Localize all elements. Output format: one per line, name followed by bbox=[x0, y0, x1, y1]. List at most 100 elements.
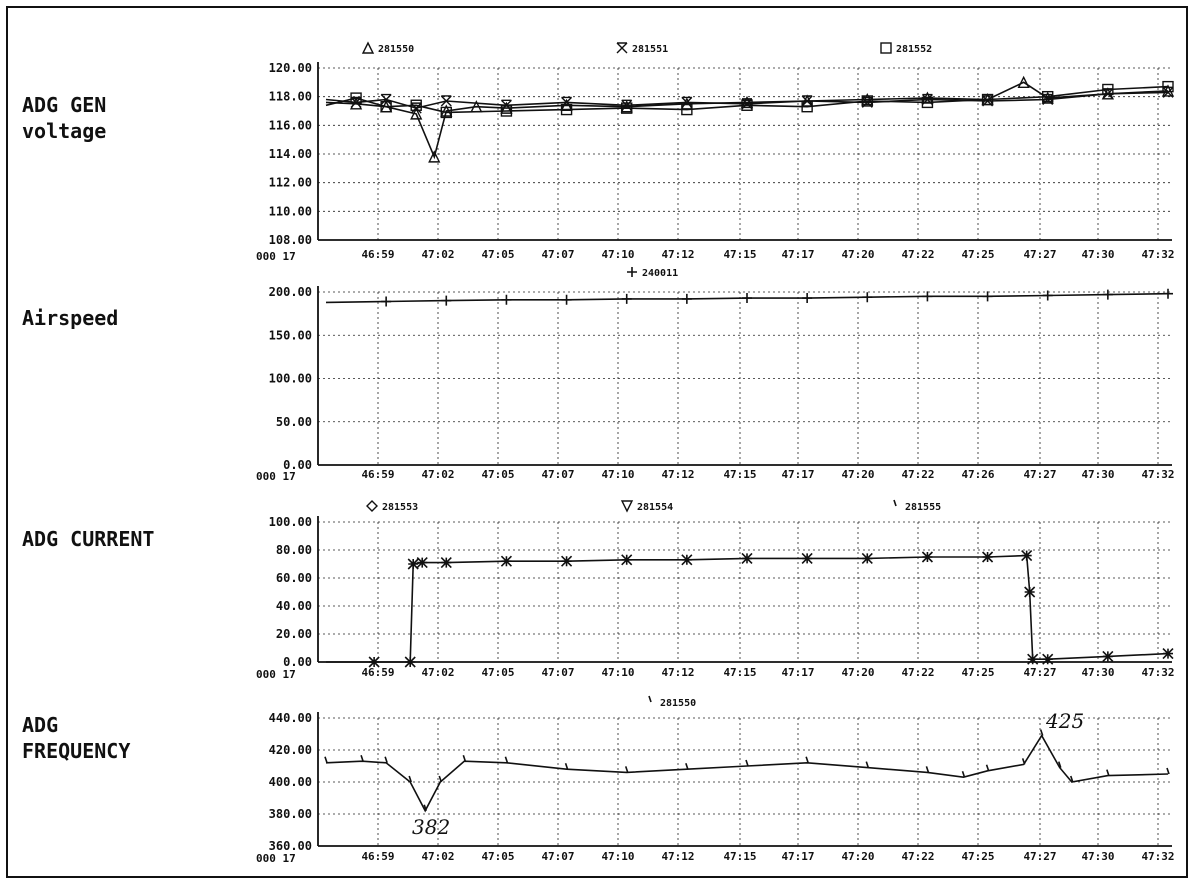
chart-1-series-3-point bbox=[621, 102, 633, 114]
chart-1-xtick-label: 47:10 bbox=[601, 248, 634, 261]
chart-3-series-1-point bbox=[368, 656, 380, 668]
chart-1-legend-1-label: 281550 bbox=[378, 44, 414, 55]
chart-1-ytick-label: 120.00 bbox=[269, 61, 312, 75]
chart-4-series-1-point bbox=[961, 770, 966, 778]
chart-4-ytick-label: 400.00 bbox=[269, 775, 312, 789]
chart-4-group: 360.00 380.00 400.00 420.00 440.00 46:59 47:02… bbox=[256, 695, 1175, 865]
chart-3-ytick-label: 0.00 bbox=[283, 655, 312, 669]
chart-1-series-2-point bbox=[440, 95, 452, 107]
chart-3-legend-3-label: 281555 bbox=[905, 502, 941, 513]
chart-1-series-1-point bbox=[428, 150, 441, 163]
chart-1-series-3-point bbox=[681, 103, 693, 116]
chart-4-series-1-point bbox=[865, 761, 870, 768]
chart-4-series-1-point bbox=[408, 775, 412, 783]
chart-4-xtick-label: 47:05 bbox=[481, 850, 514, 863]
chart-3-legend-3-marker bbox=[893, 499, 897, 507]
chart-2-title: Airspeed bbox=[22, 306, 119, 330]
chart-3-ytick-label: 100.00 bbox=[269, 515, 312, 529]
chart-2-xtick-label: 47:22 bbox=[901, 468, 934, 481]
chart-1-series-1-point bbox=[620, 100, 633, 113]
chart-4-ytick-label: 440.00 bbox=[269, 711, 312, 725]
chart-1-legend-1-marker bbox=[361, 41, 375, 54]
chart-1-legend-2-marker bbox=[616, 42, 628, 54]
chart-1-series-3-point bbox=[1042, 90, 1054, 103]
chart-1-xtick-label: 47:17 bbox=[781, 248, 814, 261]
chart-1-series-3-point bbox=[380, 100, 392, 113]
chart-4-xtick-label: 47:20 bbox=[841, 850, 874, 863]
chart-1-xtick-label: 47:22 bbox=[901, 248, 934, 261]
chart-3-xtick-label: 47:25 bbox=[961, 666, 994, 679]
chart-1-series-3-point bbox=[500, 105, 513, 117]
chart-3-series-1-point bbox=[407, 558, 419, 570]
chart-1-origin-label: 000 17 bbox=[256, 250, 296, 263]
chart-2-series-1-point bbox=[862, 292, 873, 303]
chart-1-xtick-label: 47:25 bbox=[961, 248, 994, 261]
chart-1-xtick-label: 47:32 bbox=[1141, 248, 1174, 261]
chart-1-xtick-label: 47:20 bbox=[841, 248, 874, 261]
chart-2-series-1-point bbox=[802, 293, 813, 304]
chart-4-series-1-point bbox=[985, 764, 990, 772]
chart-4-xtick-label: 47:07 bbox=[541, 850, 574, 863]
chart-4-series-1-point bbox=[423, 804, 427, 812]
chart-3-xtick-label: 47:05 bbox=[481, 666, 514, 679]
chart-2-xtick-label: 47:07 bbox=[541, 468, 574, 481]
chart-2-ytick-label: 150.00 bbox=[269, 328, 312, 342]
chart-4-origin-label: 000 17 bbox=[256, 852, 296, 865]
chart-4-series-1-point bbox=[1021, 758, 1026, 765]
chart-4-series-1-point bbox=[1039, 729, 1044, 736]
chart-1-legend-3-label: 281552 bbox=[896, 44, 932, 55]
chart-4-ytick-label: 360.00 bbox=[269, 839, 312, 853]
chart-1-group: 108.00 110.00 112.00 114.00 116.00 118.00 120.… bbox=[256, 41, 1175, 263]
chart-1-series-2-point bbox=[380, 93, 392, 106]
chart-4-series-1-point bbox=[1057, 761, 1062, 768]
chart-2-series-1-point bbox=[381, 296, 392, 307]
chart-4-xtick-label: 47:15 bbox=[723, 850, 756, 863]
chart-4-ytick-label: 420.00 bbox=[269, 743, 312, 757]
chart-4-series-1-line bbox=[325, 734, 1169, 813]
chart-3-series-1-point bbox=[1024, 586, 1036, 598]
chart-2-xtick-label: 47:05 bbox=[481, 468, 514, 481]
chart-2-group: 0.00 50.00 100.00 150.00 200.00 46:59 47:02 47:… bbox=[256, 267, 1175, 483]
chart-2-series-1-point bbox=[441, 295, 452, 306]
chart-2-xtick-label: 47:12 bbox=[661, 468, 694, 481]
chart-3-legend-1-marker bbox=[366, 500, 378, 512]
chart-1-xtick-label: 47:07 bbox=[541, 248, 574, 261]
chart-3-legend-1-label: 281553 bbox=[382, 502, 418, 513]
chart-3-xtick-label: 47:20 bbox=[841, 666, 874, 679]
chart-3-series-1-point bbox=[621, 554, 633, 566]
chart-1-series-1-point bbox=[410, 107, 423, 120]
chart-3-series-1-line bbox=[326, 554, 1169, 663]
chart-3-xtick-label: 46:59 bbox=[361, 666, 394, 679]
chart-4-xtick-label: 47:22 bbox=[901, 850, 934, 863]
chart-1-xtick-label: 47:02 bbox=[421, 248, 454, 261]
chart-3-legend-2-label: 281554 bbox=[637, 502, 673, 513]
chart-3-series-1-point bbox=[561, 555, 573, 567]
chart-4-xtick-label: 46:59 bbox=[361, 850, 394, 863]
chart-1-series-1-point bbox=[1017, 75, 1030, 89]
chart-3-series-1-point bbox=[982, 551, 994, 563]
chart-1-series-2-point bbox=[681, 96, 693, 108]
chart-2-xtick-label: 47:27 bbox=[1023, 468, 1056, 481]
chart-1-series-3-point bbox=[1162, 80, 1174, 93]
chart-4-series-1-point bbox=[1166, 767, 1170, 775]
chart-1-series-1-point bbox=[740, 95, 754, 109]
chart-3-series-1-point bbox=[440, 557, 452, 569]
chart-1-series-3-point bbox=[440, 106, 452, 119]
chart-4-annotation-min: 382 bbox=[412, 815, 450, 839]
chart-2-series-1-point bbox=[982, 291, 993, 302]
chart-1-xtick-label: 47:15 bbox=[723, 248, 756, 261]
chart-2-origin-label: 000 17 bbox=[256, 470, 296, 483]
chart-1-series-3-point bbox=[801, 100, 813, 113]
chart-3-ytick-label: 40.00 bbox=[276, 599, 312, 613]
chart-4-legend-1-marker bbox=[648, 695, 652, 703]
chart-2-xtick-label: 47:26 bbox=[961, 468, 994, 481]
chart-2-legend-1-marker bbox=[627, 267, 637, 277]
chart-1-series-3-point bbox=[560, 103, 573, 116]
chart-2-series-1-point bbox=[1102, 289, 1113, 300]
chart-1-xtick-label: 47:12 bbox=[661, 248, 694, 261]
chart-3-xtick-label: 47:27 bbox=[1023, 666, 1056, 679]
chart-1-series-1-point bbox=[1041, 91, 1054, 104]
chart-3-series-1-point bbox=[681, 554, 693, 566]
chart-2-ytick-label: 100.00 bbox=[269, 372, 312, 386]
chart-3-series-1-point bbox=[921, 551, 933, 563]
